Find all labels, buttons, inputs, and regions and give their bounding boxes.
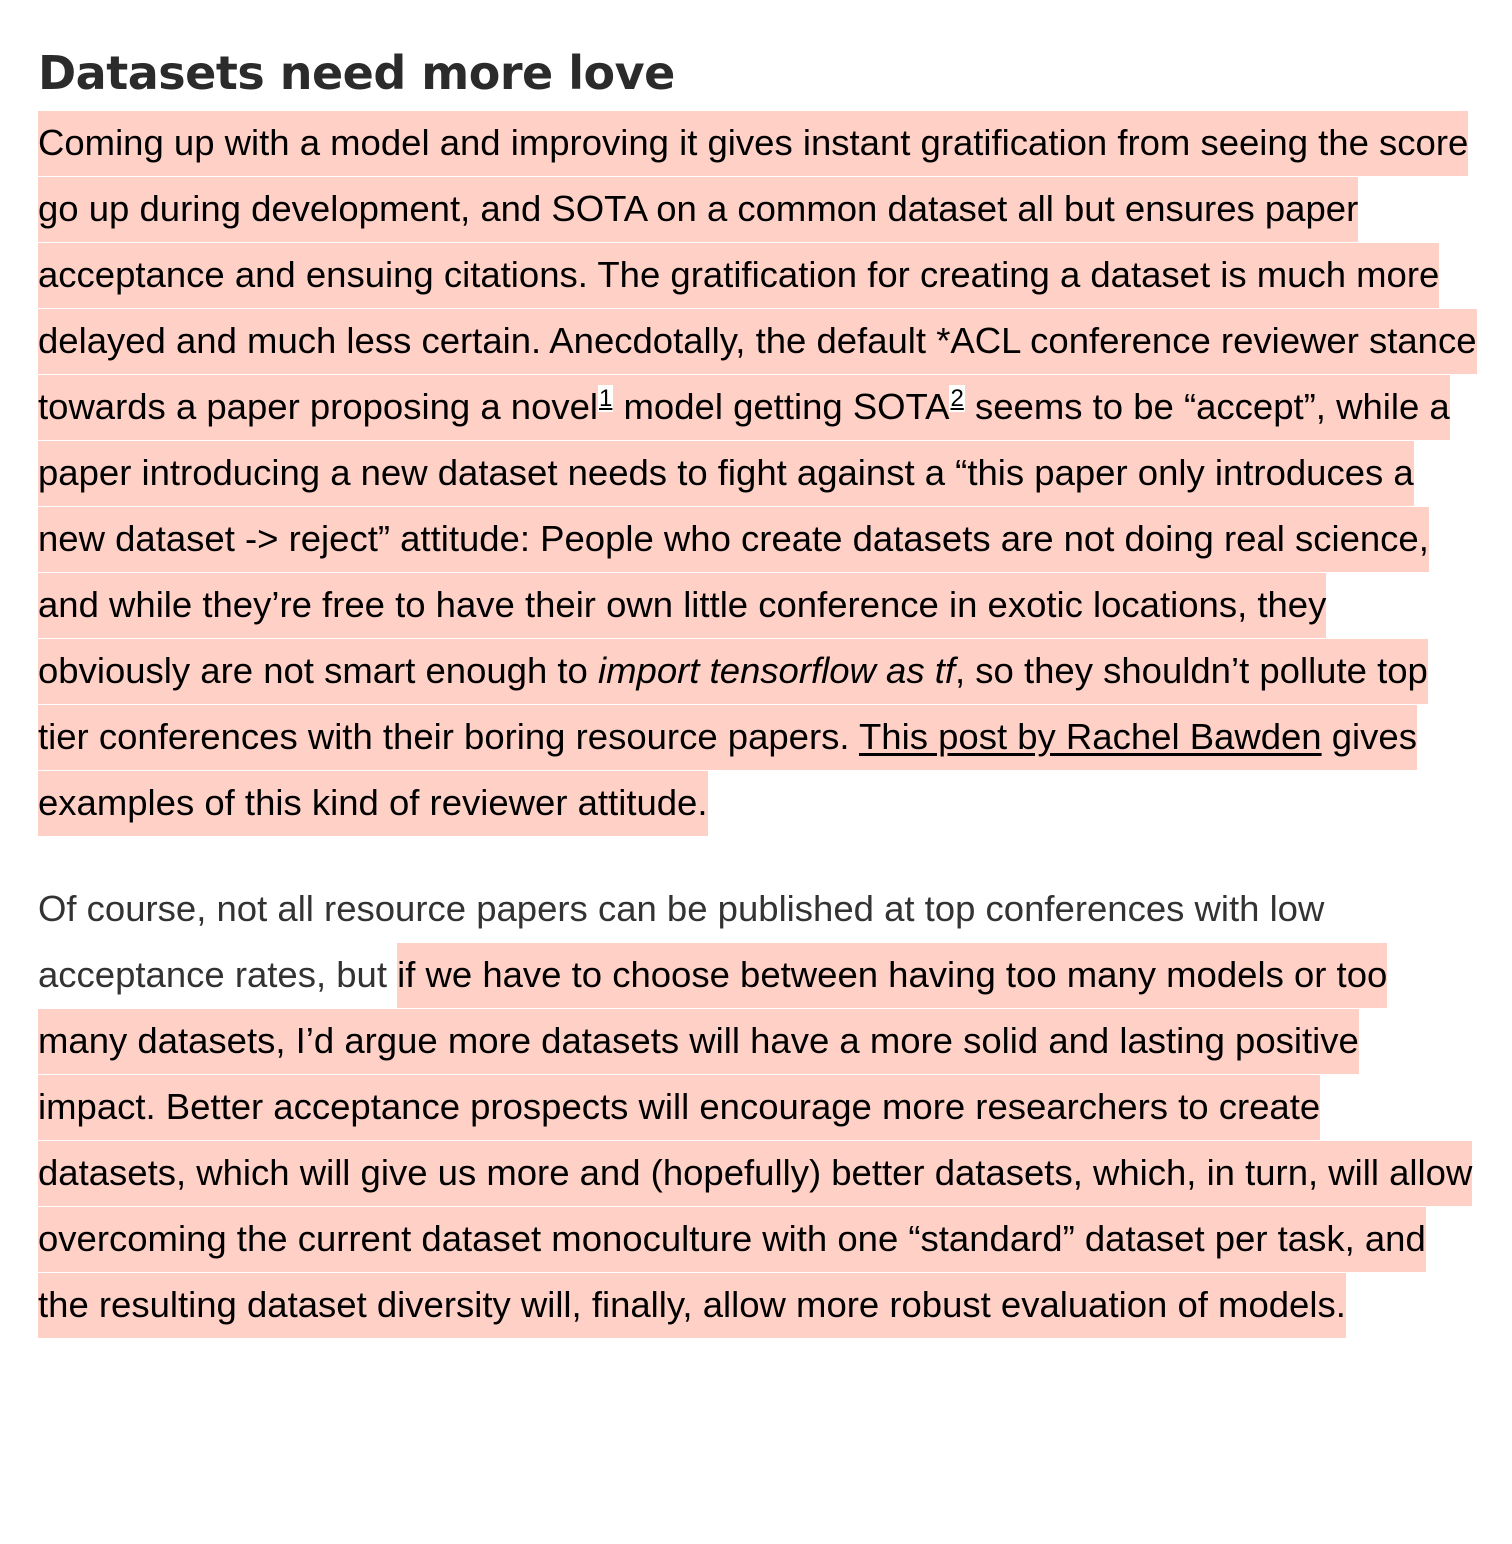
- text-segment: , so they shouldn’t pollute top tier con…: [38, 650, 1428, 757]
- section-title: Datasets need more love: [38, 46, 675, 100]
- text-segment: Coming up with a model and improving it …: [38, 122, 1477, 427]
- footnote-ref-1[interactable]: 1: [598, 385, 614, 412]
- text-segment: seems to be “accept”, while a paper intr…: [38, 386, 1450, 691]
- italic-code-phrase: import tensorflow as tf: [598, 650, 956, 691]
- highlighted-text: Coming up with a model and improving it …: [38, 111, 1477, 836]
- paragraph-2: Of course, not all resource papers can b…: [38, 876, 1478, 1338]
- footnote-ref-2[interactable]: 2: [949, 385, 965, 412]
- text-segment: model getting SOTA: [613, 386, 950, 427]
- text-segment: gives examples of this kind of reviewer …: [38, 716, 1417, 823]
- rachel-bawden-post-link[interactable]: This post by Rachel Bawden: [859, 716, 1322, 757]
- highlighted-text: if we have to choose between having too …: [38, 943, 1473, 1338]
- article: Datasets need more love Coming up with a…: [38, 40, 1478, 1338]
- plain-text: Of course, not all resource papers can b…: [38, 888, 1325, 995]
- paragraph-1: Coming up with a model and improving it …: [38, 110, 1478, 836]
